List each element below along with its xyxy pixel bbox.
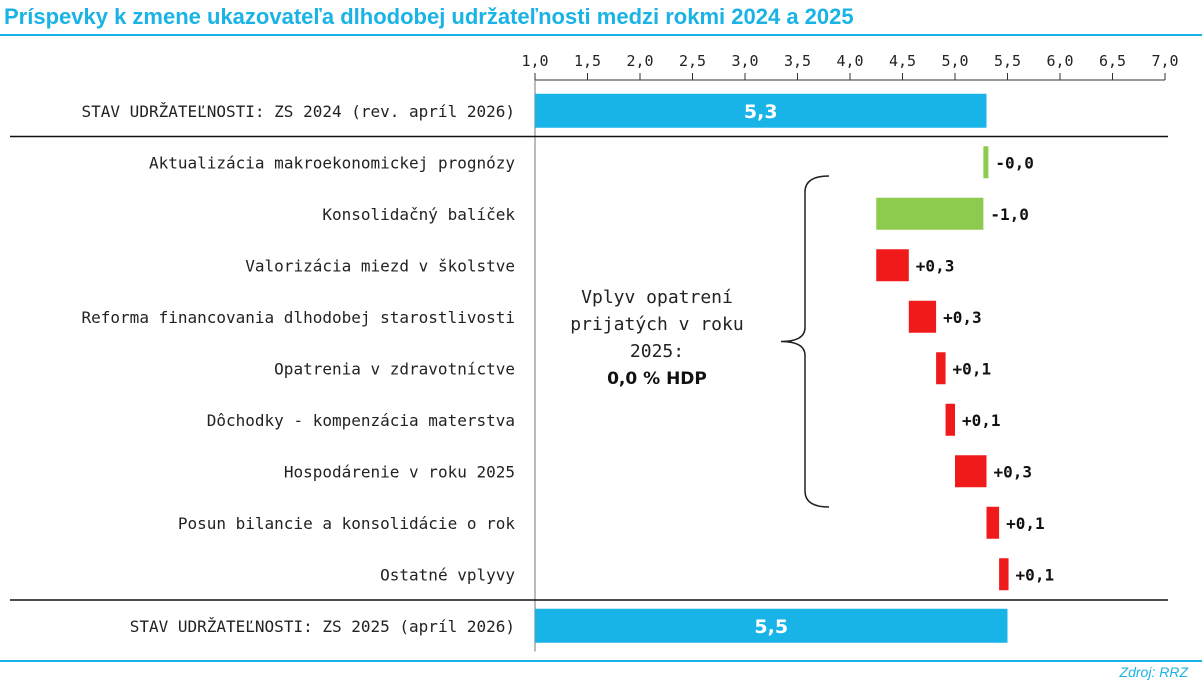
contribution-bar — [999, 558, 1009, 591]
category-label: Aktualizácia makroekonomickej prognózy — [149, 153, 515, 172]
value-label: +0,3 — [994, 462, 1033, 481]
annotation-line: Vplyv opatrení — [581, 287, 733, 308]
x-tick-label: 5,0 — [941, 52, 968, 70]
x-tick-label: 4,5 — [889, 52, 916, 70]
category-label: STAV UDRŽATEĽNOSTI: ZS 2024 (rev. apríl … — [82, 102, 515, 121]
section-dividers — [10, 135, 1168, 601]
category-label: Dôchodky - kompenzácia materstva — [207, 411, 515, 430]
x-tick-label: 4,0 — [836, 52, 863, 70]
value-label: +0,1 — [1006, 514, 1045, 533]
total-value-label: 5,5 — [754, 616, 788, 638]
value-label: +0,1 — [953, 359, 992, 378]
x-tick-label: 3,5 — [784, 52, 811, 70]
x-tick-label: 2,5 — [679, 52, 706, 70]
category-label: Hospodárenie v roku 2025 — [284, 462, 515, 481]
contribution-bar — [876, 197, 984, 230]
x-tick-label: 6,0 — [1046, 52, 1073, 70]
annotation-value: 0,0 % HDP — [607, 369, 707, 389]
total-bar — [535, 93, 987, 128]
bars — [535, 93, 1009, 643]
contribution-bar — [876, 249, 909, 282]
x-tick-label: 7,0 — [1151, 52, 1178, 70]
value-label: -0,0 — [995, 153, 1034, 172]
category-label: STAV UDRŽATEĽNOSTI: ZS 2025 (apríl 2026) — [130, 617, 515, 636]
value-labels: 5,3 -0,0 -1,0 +0,3 +0,3 +0,1 +0,1 +0,3 +0,1 +0,1 5… — [744, 101, 1054, 638]
contribution-bar — [986, 506, 1000, 539]
category-label: Konsolidačný balíček — [322, 205, 515, 224]
x-tick-label: 6,5 — [1099, 52, 1126, 70]
category-label: Opatrenia v zdravotníctve — [274, 359, 515, 378]
annotation-line: prijatých v roku — [570, 314, 743, 335]
value-label: +0,1 — [1016, 565, 1055, 584]
x-tick-label: 1,0 — [521, 52, 548, 70]
total-bar — [535, 608, 1008, 643]
chart-title: Príspevky k zmene ukazovateľa dlhodobej … — [4, 4, 854, 29]
value-label: +0,3 — [943, 308, 982, 327]
curly-brace — [780, 175, 830, 508]
contribution-bar — [908, 300, 937, 333]
annotation-line: 2025: — [630, 341, 684, 362]
contribution-bar — [955, 455, 987, 488]
annotation: Vplyv opatrení prijatých v roku 2025: 0,0 %… — [570, 175, 830, 508]
x-tick-label: 3,0 — [731, 52, 758, 70]
category-label: Valorizácia miezd v školstve — [245, 256, 515, 275]
value-label: -1,0 — [990, 205, 1029, 224]
x-axis: 1,0 1,5 2,0 2,5 3,0 3,5 4,0 4,5 5,0 5,5 6,0 6,5 7,0 — [521, 52, 1179, 652]
category-label: Posun bilancie a konsolidácie o rok — [178, 514, 516, 533]
category-label: Reforma financovania dlhodobej starostli… — [82, 308, 515, 327]
source-note: Zdroj: RRZ — [1119, 664, 1188, 680]
waterfall-chart: 1,0 1,5 2,0 2,5 3,0 3,5 4,0 4,5 5,0 5,5 6,0 6,5 7,0 … — [10, 52, 1179, 652]
value-label: +0,1 — [962, 411, 1001, 430]
title-underline — [0, 34, 1202, 36]
value-label: +0,3 — [916, 256, 955, 275]
category-labels: STAV UDRŽATEĽNOSTI: ZS 2024 (rev. apríl … — [82, 102, 516, 636]
x-tick-label: 1,5 — [574, 52, 601, 70]
contribution-bar — [936, 352, 946, 385]
x-tick-label: 5,5 — [994, 52, 1021, 70]
total-value-label: 5,3 — [744, 101, 778, 123]
contribution-bar — [945, 403, 955, 436]
footer-rule — [0, 660, 1202, 662]
category-label: Ostatné vplyvy — [380, 565, 515, 584]
x-tick-label: 2,0 — [626, 52, 653, 70]
contribution-bar — [983, 146, 989, 179]
